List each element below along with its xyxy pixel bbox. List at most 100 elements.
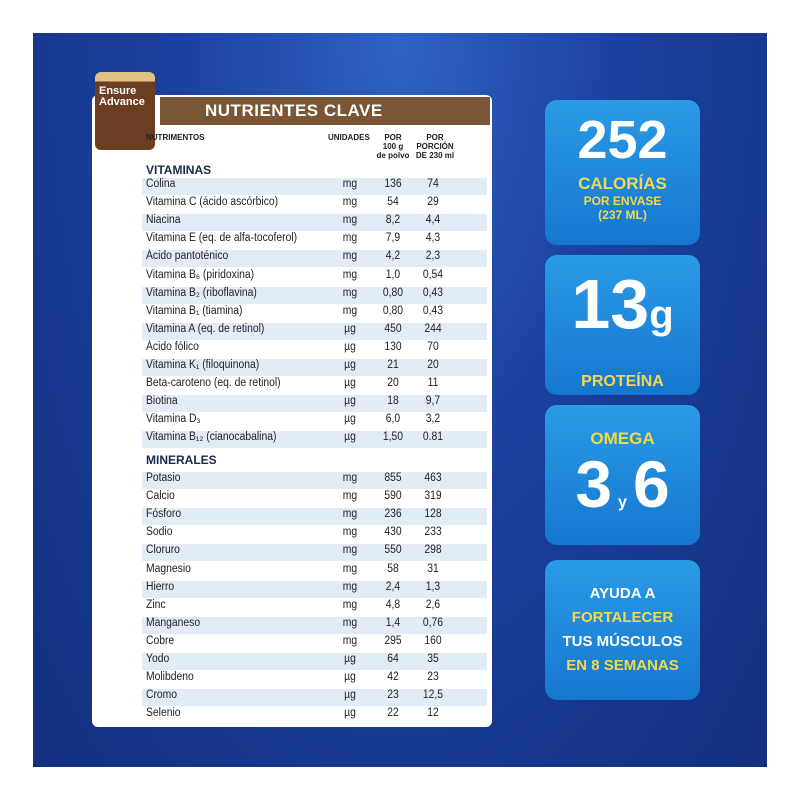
nutrient-name: Niacina [146,214,181,227]
col-header-line: de polvo [376,151,410,160]
nutrient-name: Vitamina K₁ (filoquinona) [146,359,260,371]
row-stripe [142,616,487,634]
protein-unit: g [649,293,674,337]
per-portion: 0,76 [422,616,444,629]
row-stripe [142,580,487,598]
unit: µg [344,707,356,720]
unit: mg [342,250,358,263]
per-100g: 550 [384,544,402,557]
col-header-line: 100 g [382,142,404,151]
unit: µg [344,359,356,371]
per-100g: 236 [384,508,402,521]
unit: µg [344,689,356,702]
per-100g: 430 [384,526,402,539]
omega-number: 6 [632,447,670,521]
unit: mg [342,472,358,484]
row-stripe [142,178,487,195]
section-title: VITAMINAS [146,163,212,177]
per-100g: 22 [387,707,399,720]
nutrient-name: Yodo [146,653,170,665]
per-100g: 21 [387,359,399,371]
unit: mg [342,562,358,575]
row-stripe [142,508,487,526]
nutrient-name: Ácido fólico [146,340,199,353]
col-header: UNIDADES [328,133,370,142]
nutrient-name: Manganeso [146,616,201,629]
per-100g: 20 [387,377,399,390]
col-header-line: POR [384,133,402,142]
per-portion: 12,5 [422,689,444,702]
nutrient-name: Cloruro [146,544,180,557]
per-portion: 463 [424,472,442,484]
per-portion: 0,43 [422,286,444,299]
unit: mg [342,508,358,521]
unit: mg [342,616,358,629]
per-portion: 12 [427,707,439,720]
unit: mg [342,598,358,611]
muscle-text: FORTALECER [571,609,674,626]
col-header: POR PORCIÓN DE 230 ml [407,133,463,160]
section-title: MINERALES [146,453,217,467]
per-100g: 18 [387,395,399,408]
unit: µg [344,377,356,390]
per-portion: 74 [427,178,439,190]
per-100g: 58 [387,562,399,575]
per-portion: 244 [424,322,442,335]
omega-number: 3 [575,447,613,521]
per-portion: 29 [427,196,439,209]
col-header-line: DE 230 ml [415,151,455,160]
protein-badge: 13g PROTEÍNA [545,255,700,395]
muscle-text: EN 8 SEMANAS [566,657,679,674]
per-100g: 130 [384,340,402,353]
per-portion: 9,7 [425,395,441,408]
per-portion: 4,3 [425,232,441,245]
per-100g: 136 [384,178,402,190]
unit: µg [344,395,356,408]
nutrient-name: Cromo [146,689,178,702]
per-portion: 2,6 [425,598,441,611]
unit: mg [342,490,358,503]
per-100g: 54 [387,196,399,209]
per-100g: 1,4 [385,616,401,629]
unit: µg [344,322,356,335]
nutrient-name: Vitamina B₁₂ (cianocabalina) [146,431,277,444]
unit: µg [344,653,356,665]
muscle-text: AYUDA A [589,585,656,602]
unit: mg [342,526,358,539]
unit: mg [342,196,358,209]
per-portion: 11 [427,377,439,390]
per-portion: 128 [424,508,442,521]
col-header: POR 100 g de polvo [375,133,411,160]
nutrient-name: Vitamina B₁ (tiamina) [146,304,243,317]
row-stripe [142,359,487,376]
per-portion: 3,2 [425,413,441,426]
per-100g: 8,2 [385,214,401,227]
per-portion: 319 [424,490,442,503]
per-100g: 590 [384,490,402,503]
omega-label: OMEGA [590,429,655,448]
omega-and: y [618,494,627,511]
unit: mg [342,544,358,557]
brand: Ensure [99,85,137,97]
per-portion: 4,4 [425,214,441,227]
row-stripe [142,431,487,449]
per-100g: 1,50 [382,431,404,444]
row-stripe [142,395,487,413]
protein-label: PROTEÍNA [581,373,664,390]
nutrient-name: Vitamina E (eq. de alfa-tocoferol) [146,232,298,245]
nutrient-name: Potasio [146,472,181,484]
nutrient-name: Vitamina B₆ (piridoxina) [146,268,255,281]
unit: mg [342,268,358,281]
nutrient-name: Biotina [146,395,178,408]
nutrient-name: Fósforo [146,508,182,521]
unit: µg [344,413,356,426]
nutrient-name: Sodio [146,526,173,539]
unit: mg [342,304,358,317]
per-portion: 0,43 [422,304,444,317]
row-stripe [142,250,487,268]
unit: mg [342,214,358,227]
row-stripe [142,214,487,232]
nutrient-name: Cobre [146,634,175,647]
per-portion: 35 [427,653,439,665]
